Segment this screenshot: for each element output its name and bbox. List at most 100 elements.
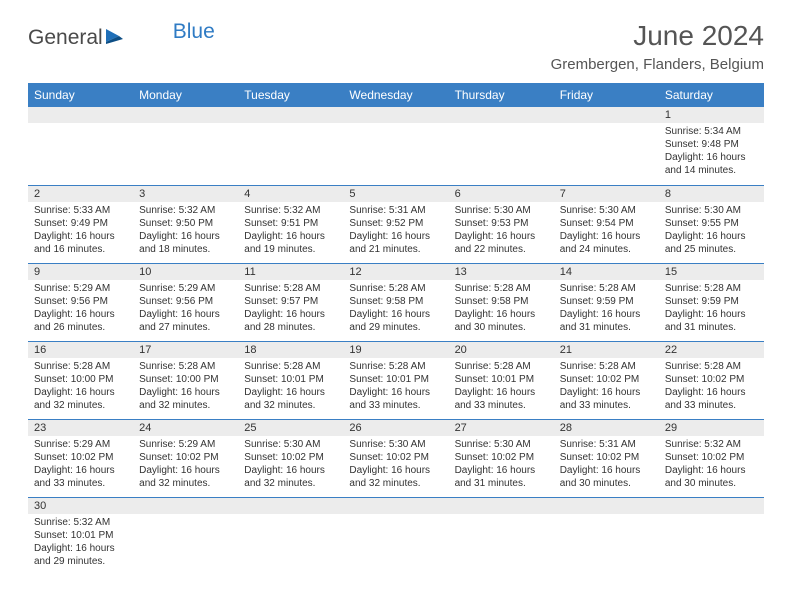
day-detail-line: Sunrise: 5:30 AM: [244, 438, 337, 451]
day-detail-line: and 21 minutes.: [349, 243, 442, 256]
day-detail-line: Sunrise: 5:28 AM: [244, 360, 337, 373]
day-detail-line: Daylight: 16 hours: [244, 230, 337, 243]
day-number: [554, 498, 659, 514]
day-detail-line: and 28 minutes.: [244, 321, 337, 334]
day-detail-line: Daylight: 16 hours: [560, 386, 653, 399]
day-detail-line: Daylight: 16 hours: [349, 386, 442, 399]
day-details: Sunrise: 5:28 AMSunset: 10:01 PMDaylight…: [343, 358, 448, 416]
calendar-day-cell: 8Sunrise: 5:30 AMSunset: 9:55 PMDaylight…: [659, 185, 764, 263]
day-details: Sunrise: 5:28 AMSunset: 10:02 PMDaylight…: [554, 358, 659, 416]
calendar-day-cell: 23Sunrise: 5:29 AMSunset: 10:02 PMDaylig…: [28, 419, 133, 497]
calendar-day-cell: 29Sunrise: 5:32 AMSunset: 10:02 PMDaylig…: [659, 419, 764, 497]
day-detail-line: Sunrise: 5:28 AM: [349, 360, 442, 373]
day-detail-line: Sunrise: 5:32 AM: [244, 204, 337, 217]
day-number: 10: [133, 264, 238, 280]
day-detail-line: and 33 minutes.: [34, 477, 127, 490]
day-header: Sunday: [28, 83, 133, 107]
day-detail-line: Daylight: 16 hours: [244, 386, 337, 399]
day-number: [238, 107, 343, 123]
day-details: Sunrise: 5:29 AMSunset: 10:02 PMDaylight…: [28, 436, 133, 494]
calendar-day-cell: 3Sunrise: 5:32 AMSunset: 9:50 PMDaylight…: [133, 185, 238, 263]
day-detail-line: Sunset: 10:02 PM: [244, 451, 337, 464]
day-detail-line: and 32 minutes.: [244, 399, 337, 412]
calendar-empty-cell: [659, 497, 764, 575]
day-detail-line: Sunrise: 5:29 AM: [34, 438, 127, 451]
day-details: Sunrise: 5:30 AMSunset: 9:55 PMDaylight:…: [659, 202, 764, 260]
day-number: 29: [659, 420, 764, 436]
day-detail-line: Sunrise: 5:32 AM: [665, 438, 758, 451]
day-header: Thursday: [449, 83, 554, 107]
day-detail-line: Sunrise: 5:28 AM: [665, 282, 758, 295]
day-detail-line: Sunset: 9:58 PM: [455, 295, 548, 308]
calendar-day-cell: 22Sunrise: 5:28 AMSunset: 10:02 PMDaylig…: [659, 341, 764, 419]
day-detail-line: Sunrise: 5:33 AM: [34, 204, 127, 217]
day-detail-line: Sunset: 10:00 PM: [34, 373, 127, 386]
day-number: 14: [554, 264, 659, 280]
day-detail-line: and 32 minutes.: [349, 477, 442, 490]
day-detail-line: and 33 minutes.: [665, 399, 758, 412]
day-details: Sunrise: 5:32 AMSunset: 10:02 PMDaylight…: [659, 436, 764, 494]
day-detail-line: Daylight: 16 hours: [665, 308, 758, 321]
day-number: 12: [343, 264, 448, 280]
day-details: Sunrise: 5:30 AMSunset: 9:54 PMDaylight:…: [554, 202, 659, 260]
day-detail-line: Sunset: 9:48 PM: [665, 138, 758, 151]
day-detail-line: Sunrise: 5:28 AM: [560, 360, 653, 373]
day-detail-line: Daylight: 16 hours: [455, 464, 548, 477]
day-detail-line: Sunrise: 5:30 AM: [349, 438, 442, 451]
day-details: Sunrise: 5:34 AMSunset: 9:48 PMDaylight:…: [659, 123, 764, 181]
day-detail-line: and 29 minutes.: [34, 555, 127, 568]
day-number: 17: [133, 342, 238, 358]
day-detail-line: Sunset: 9:49 PM: [34, 217, 127, 230]
day-number: [133, 498, 238, 514]
day-detail-line: Sunrise: 5:29 AM: [139, 282, 232, 295]
calendar-week-row: 23Sunrise: 5:29 AMSunset: 10:02 PMDaylig…: [28, 419, 764, 497]
day-detail-line: and 24 minutes.: [560, 243, 653, 256]
day-number: 8: [659, 186, 764, 202]
day-number: 25: [238, 420, 343, 436]
logo: General Blue: [28, 26, 215, 50]
location-text: Grembergen, Flanders, Belgium: [551, 56, 764, 73]
day-detail-line: Sunrise: 5:32 AM: [34, 516, 127, 529]
day-detail-line: Daylight: 16 hours: [349, 308, 442, 321]
day-detail-line: Daylight: 16 hours: [244, 464, 337, 477]
day-number: 16: [28, 342, 133, 358]
day-details: Sunrise: 5:28 AMSunset: 9:57 PMDaylight:…: [238, 280, 343, 338]
calendar-day-cell: 28Sunrise: 5:31 AMSunset: 10:02 PMDaylig…: [554, 419, 659, 497]
day-detail-line: Daylight: 16 hours: [34, 386, 127, 399]
calendar-week-row: 9Sunrise: 5:29 AMSunset: 9:56 PMDaylight…: [28, 263, 764, 341]
day-number: 11: [238, 264, 343, 280]
day-detail-line: Daylight: 16 hours: [665, 230, 758, 243]
calendar-day-cell: 16Sunrise: 5:28 AMSunset: 10:00 PMDaylig…: [28, 341, 133, 419]
day-detail-line: Daylight: 16 hours: [244, 308, 337, 321]
calendar-body: 1Sunrise: 5:34 AMSunset: 9:48 PMDaylight…: [28, 107, 764, 575]
day-number: 4: [238, 186, 343, 202]
day-detail-line: and 31 minutes.: [455, 477, 548, 490]
day-detail-line: Sunrise: 5:28 AM: [139, 360, 232, 373]
day-detail-line: Daylight: 16 hours: [665, 386, 758, 399]
day-detail-line: and 27 minutes.: [139, 321, 232, 334]
day-number: [133, 107, 238, 123]
day-detail-line: and 32 minutes.: [139, 399, 232, 412]
calendar-day-cell: 30Sunrise: 5:32 AMSunset: 10:01 PMDaylig…: [28, 497, 133, 575]
day-detail-line: Sunset: 10:02 PM: [560, 451, 653, 464]
day-detail-line: and 31 minutes.: [560, 321, 653, 334]
day-detail-line: Sunrise: 5:28 AM: [349, 282, 442, 295]
day-detail-line: and 33 minutes.: [349, 399, 442, 412]
day-detail-line: Daylight: 16 hours: [34, 230, 127, 243]
day-detail-line: Daylight: 16 hours: [34, 308, 127, 321]
day-number: 2: [28, 186, 133, 202]
day-number: [449, 107, 554, 123]
calendar-day-cell: 1Sunrise: 5:34 AMSunset: 9:48 PMDaylight…: [659, 107, 764, 185]
day-details: Sunrise: 5:29 AMSunset: 9:56 PMDaylight:…: [133, 280, 238, 338]
calendar-week-row: 2Sunrise: 5:33 AMSunset: 9:49 PMDaylight…: [28, 185, 764, 263]
calendar-day-cell: 10Sunrise: 5:29 AMSunset: 9:56 PMDayligh…: [133, 263, 238, 341]
calendar-empty-cell: [28, 107, 133, 185]
day-detail-line: Sunset: 9:56 PM: [34, 295, 127, 308]
day-number: 22: [659, 342, 764, 358]
calendar-empty-cell: [554, 107, 659, 185]
day-detail-line: Sunset: 9:58 PM: [349, 295, 442, 308]
day-number: 15: [659, 264, 764, 280]
day-number: 30: [28, 498, 133, 514]
logo-text-blue: Blue: [173, 20, 215, 44]
calendar-week-row: 1Sunrise: 5:34 AMSunset: 9:48 PMDaylight…: [28, 107, 764, 185]
